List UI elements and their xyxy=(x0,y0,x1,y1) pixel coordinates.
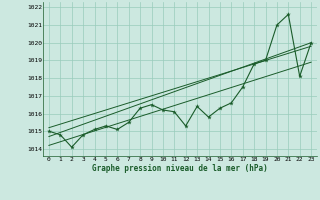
X-axis label: Graphe pression niveau de la mer (hPa): Graphe pression niveau de la mer (hPa) xyxy=(92,164,268,173)
